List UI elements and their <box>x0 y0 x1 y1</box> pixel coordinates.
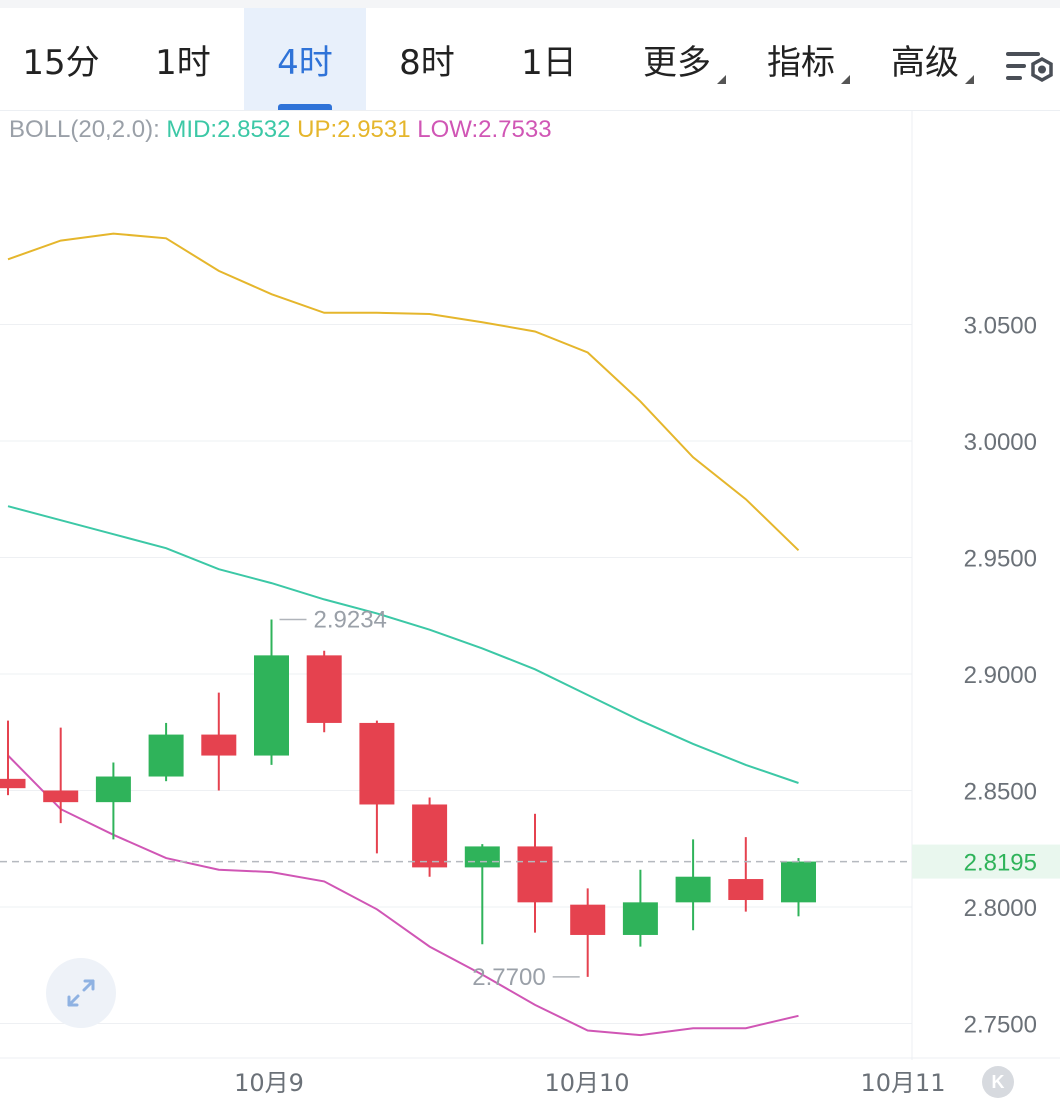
tab-1h[interactable]: 1时 <box>122 8 244 110</box>
dropdown-caret-icon <box>717 75 726 84</box>
candle <box>412 797 448 877</box>
tab-label: 4时 <box>277 42 333 83</box>
y-tick-label: 2.9000 <box>964 662 1037 689</box>
candle-body <box>0 778 26 789</box>
tab-indicators[interactable]: 指标 <box>742 8 860 110</box>
candle-body <box>148 734 184 777</box>
candle <box>254 619 289 765</box>
candle <box>728 837 764 912</box>
x-tick-label: 10月11 <box>860 1069 945 1097</box>
legend-indicator-name: BOLL(20,2.0): <box>9 116 160 143</box>
candle-body <box>201 734 237 756</box>
x-tick-label: 10月9 <box>234 1069 304 1097</box>
tab-label: 高级 <box>891 42 959 83</box>
candle-body <box>728 879 764 901</box>
active-tab-indicator <box>278 104 332 110</box>
timeframe-tabs: 15分 1时 4时 8时 1日 更多 指标 高级 <box>0 8 1060 111</box>
legend-mid: MID:2.8532 <box>166 116 291 143</box>
kline-toggle-button[interactable]: K <box>982 1066 1014 1098</box>
high-annotation-label: 2.9234 <box>314 606 387 633</box>
tab-8h[interactable]: 8时 <box>366 8 488 110</box>
candle-body <box>675 876 711 903</box>
candlestick-chart[interactable]: 3.0500 3.0000 2.9500 2.9000 2.8500 2.8000 2.75… <box>0 110 1060 1107</box>
candle-body <box>43 790 79 803</box>
legend-low: LOW:2.7533 <box>417 116 552 143</box>
candle <box>622 869 658 947</box>
candle <box>464 844 500 945</box>
tab-label: 指标 <box>767 42 835 83</box>
low-annotation-label: 2.7700 <box>472 964 545 991</box>
current-price-tag-bg <box>912 844 1060 879</box>
chart-settings-icon[interactable] <box>1004 48 1056 88</box>
candle <box>201 692 237 791</box>
candle-body <box>306 655 342 723</box>
current-price-label: 2.8195 <box>964 850 1037 877</box>
candle <box>43 727 79 824</box>
candle <box>0 720 26 796</box>
tab-advanced[interactable]: 高级 <box>866 8 984 110</box>
boll-legend: BOLL(20,2.0): MID:2.8532 UP:2.9531 LOW:2… <box>9 116 552 144</box>
tab-label: 1日 <box>521 42 577 83</box>
y-tick-label: 3.0000 <box>964 429 1037 456</box>
candle-body <box>781 861 816 903</box>
x-tick-label: 10月10 <box>544 1069 629 1097</box>
candle-body <box>622 902 658 935</box>
y-tick-label: 2.8000 <box>964 895 1037 922</box>
candle <box>517 813 553 933</box>
expand-arrows-icon <box>67 979 95 1007</box>
tab-label: 8时 <box>399 42 455 83</box>
y-tick-label: 2.9500 <box>964 546 1037 573</box>
boll-up-line <box>7 232 800 552</box>
candle-body <box>517 846 553 903</box>
candle <box>359 720 395 854</box>
candle <box>570 888 606 977</box>
y-tick-label: 2.7500 <box>964 1012 1037 1039</box>
candle-body <box>464 846 500 868</box>
tab-1d[interactable]: 1日 <box>488 8 610 110</box>
candle <box>675 839 711 931</box>
candle <box>148 722 184 782</box>
candle-body <box>95 776 131 803</box>
top-strip <box>0 0 1060 8</box>
dropdown-caret-icon <box>841 75 850 84</box>
tab-15m[interactable]: 15分 <box>0 8 122 110</box>
candle-body <box>359 722 395 805</box>
y-tick-label: 2.8500 <box>964 779 1037 806</box>
tab-4h[interactable]: 4时 <box>244 8 366 110</box>
y-tick-label: 3.0500 <box>964 313 1037 340</box>
expand-chart-button[interactable] <box>46 958 116 1028</box>
candle-body <box>254 655 289 756</box>
tab-label: 1时 <box>155 42 211 83</box>
candle <box>95 762 131 840</box>
boll-mid-line <box>7 505 799 784</box>
tab-label: 15分 <box>22 42 100 83</box>
boll-low-line <box>7 754 799 1037</box>
candle <box>306 650 342 733</box>
tab-label: 更多 <box>643 42 711 83</box>
candle-body <box>412 804 448 868</box>
dropdown-caret-icon <box>965 75 974 84</box>
candle <box>781 858 816 917</box>
candle-body <box>570 904 606 935</box>
legend-up: UP:2.9531 <box>297 116 411 143</box>
tab-more[interactable]: 更多 <box>618 8 736 110</box>
